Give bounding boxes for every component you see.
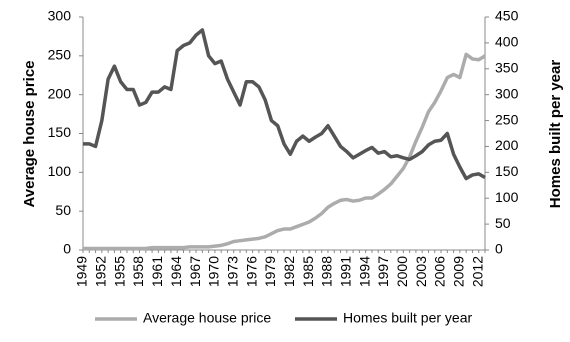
x-tick-label: 1985 xyxy=(300,256,316,287)
x-tick-label: 1970 xyxy=(206,256,222,287)
x-tick-label: 1952 xyxy=(93,256,109,287)
y2-tick-label: 350 xyxy=(495,59,519,75)
x-tick-label: 1988 xyxy=(319,256,335,287)
y2-tick-label: 450 xyxy=(495,8,519,24)
legend-label: Average house price xyxy=(143,310,271,326)
y-tick-label: 50 xyxy=(55,202,71,218)
x-tick-label: 1967 xyxy=(187,256,203,287)
x-tick-label: 1994 xyxy=(356,256,372,287)
line-series xyxy=(83,28,486,181)
x-tick-label: 1982 xyxy=(281,256,297,287)
x-tick-label: 2006 xyxy=(432,256,448,287)
x-tick-label: 2003 xyxy=(413,256,429,287)
x-tick-label: 1997 xyxy=(375,256,391,287)
y2-tick-label: 400 xyxy=(495,34,519,50)
x-tick-label: 2009 xyxy=(451,256,467,287)
y-tick-label: 0 xyxy=(63,241,71,257)
x-tick-label: 1991 xyxy=(338,256,354,287)
x-tick-label: 1958 xyxy=(130,256,146,287)
x-tick-label: 1976 xyxy=(243,256,259,287)
y-tick-label: 150 xyxy=(48,124,72,140)
y2-tick-label: 150 xyxy=(495,163,519,179)
x-tick-label: 1973 xyxy=(224,256,240,287)
y2-tick-label: 250 xyxy=(495,111,519,127)
y2-tick-label: 0 xyxy=(495,241,503,257)
line-series xyxy=(83,52,486,251)
y2-tick-label: 50 xyxy=(495,215,511,231)
x-tick-label: 1961 xyxy=(149,256,165,287)
y2-axis-title: Homes built per year xyxy=(547,60,564,209)
y2-tick-label: 300 xyxy=(495,85,519,101)
y-tick-label: 200 xyxy=(48,85,72,101)
y2-tick-label: 100 xyxy=(495,189,519,205)
x-tick-label: 1955 xyxy=(111,256,127,287)
x-tick-label: 1949 xyxy=(74,256,90,287)
x-tick-label: 2000 xyxy=(394,256,410,287)
y2-tick-label: 200 xyxy=(495,137,519,153)
y-tick-label: 300 xyxy=(48,8,72,24)
x-tick-label: 1964 xyxy=(168,256,184,287)
y-tick-label: 100 xyxy=(48,163,72,179)
y-tick-label: 250 xyxy=(48,47,72,63)
y-axis-title: Average house price xyxy=(21,60,38,207)
legend-label: Homes built per year xyxy=(343,310,473,326)
x-tick-label: 1979 xyxy=(262,256,278,287)
x-tick-label: 2012 xyxy=(469,256,485,287)
